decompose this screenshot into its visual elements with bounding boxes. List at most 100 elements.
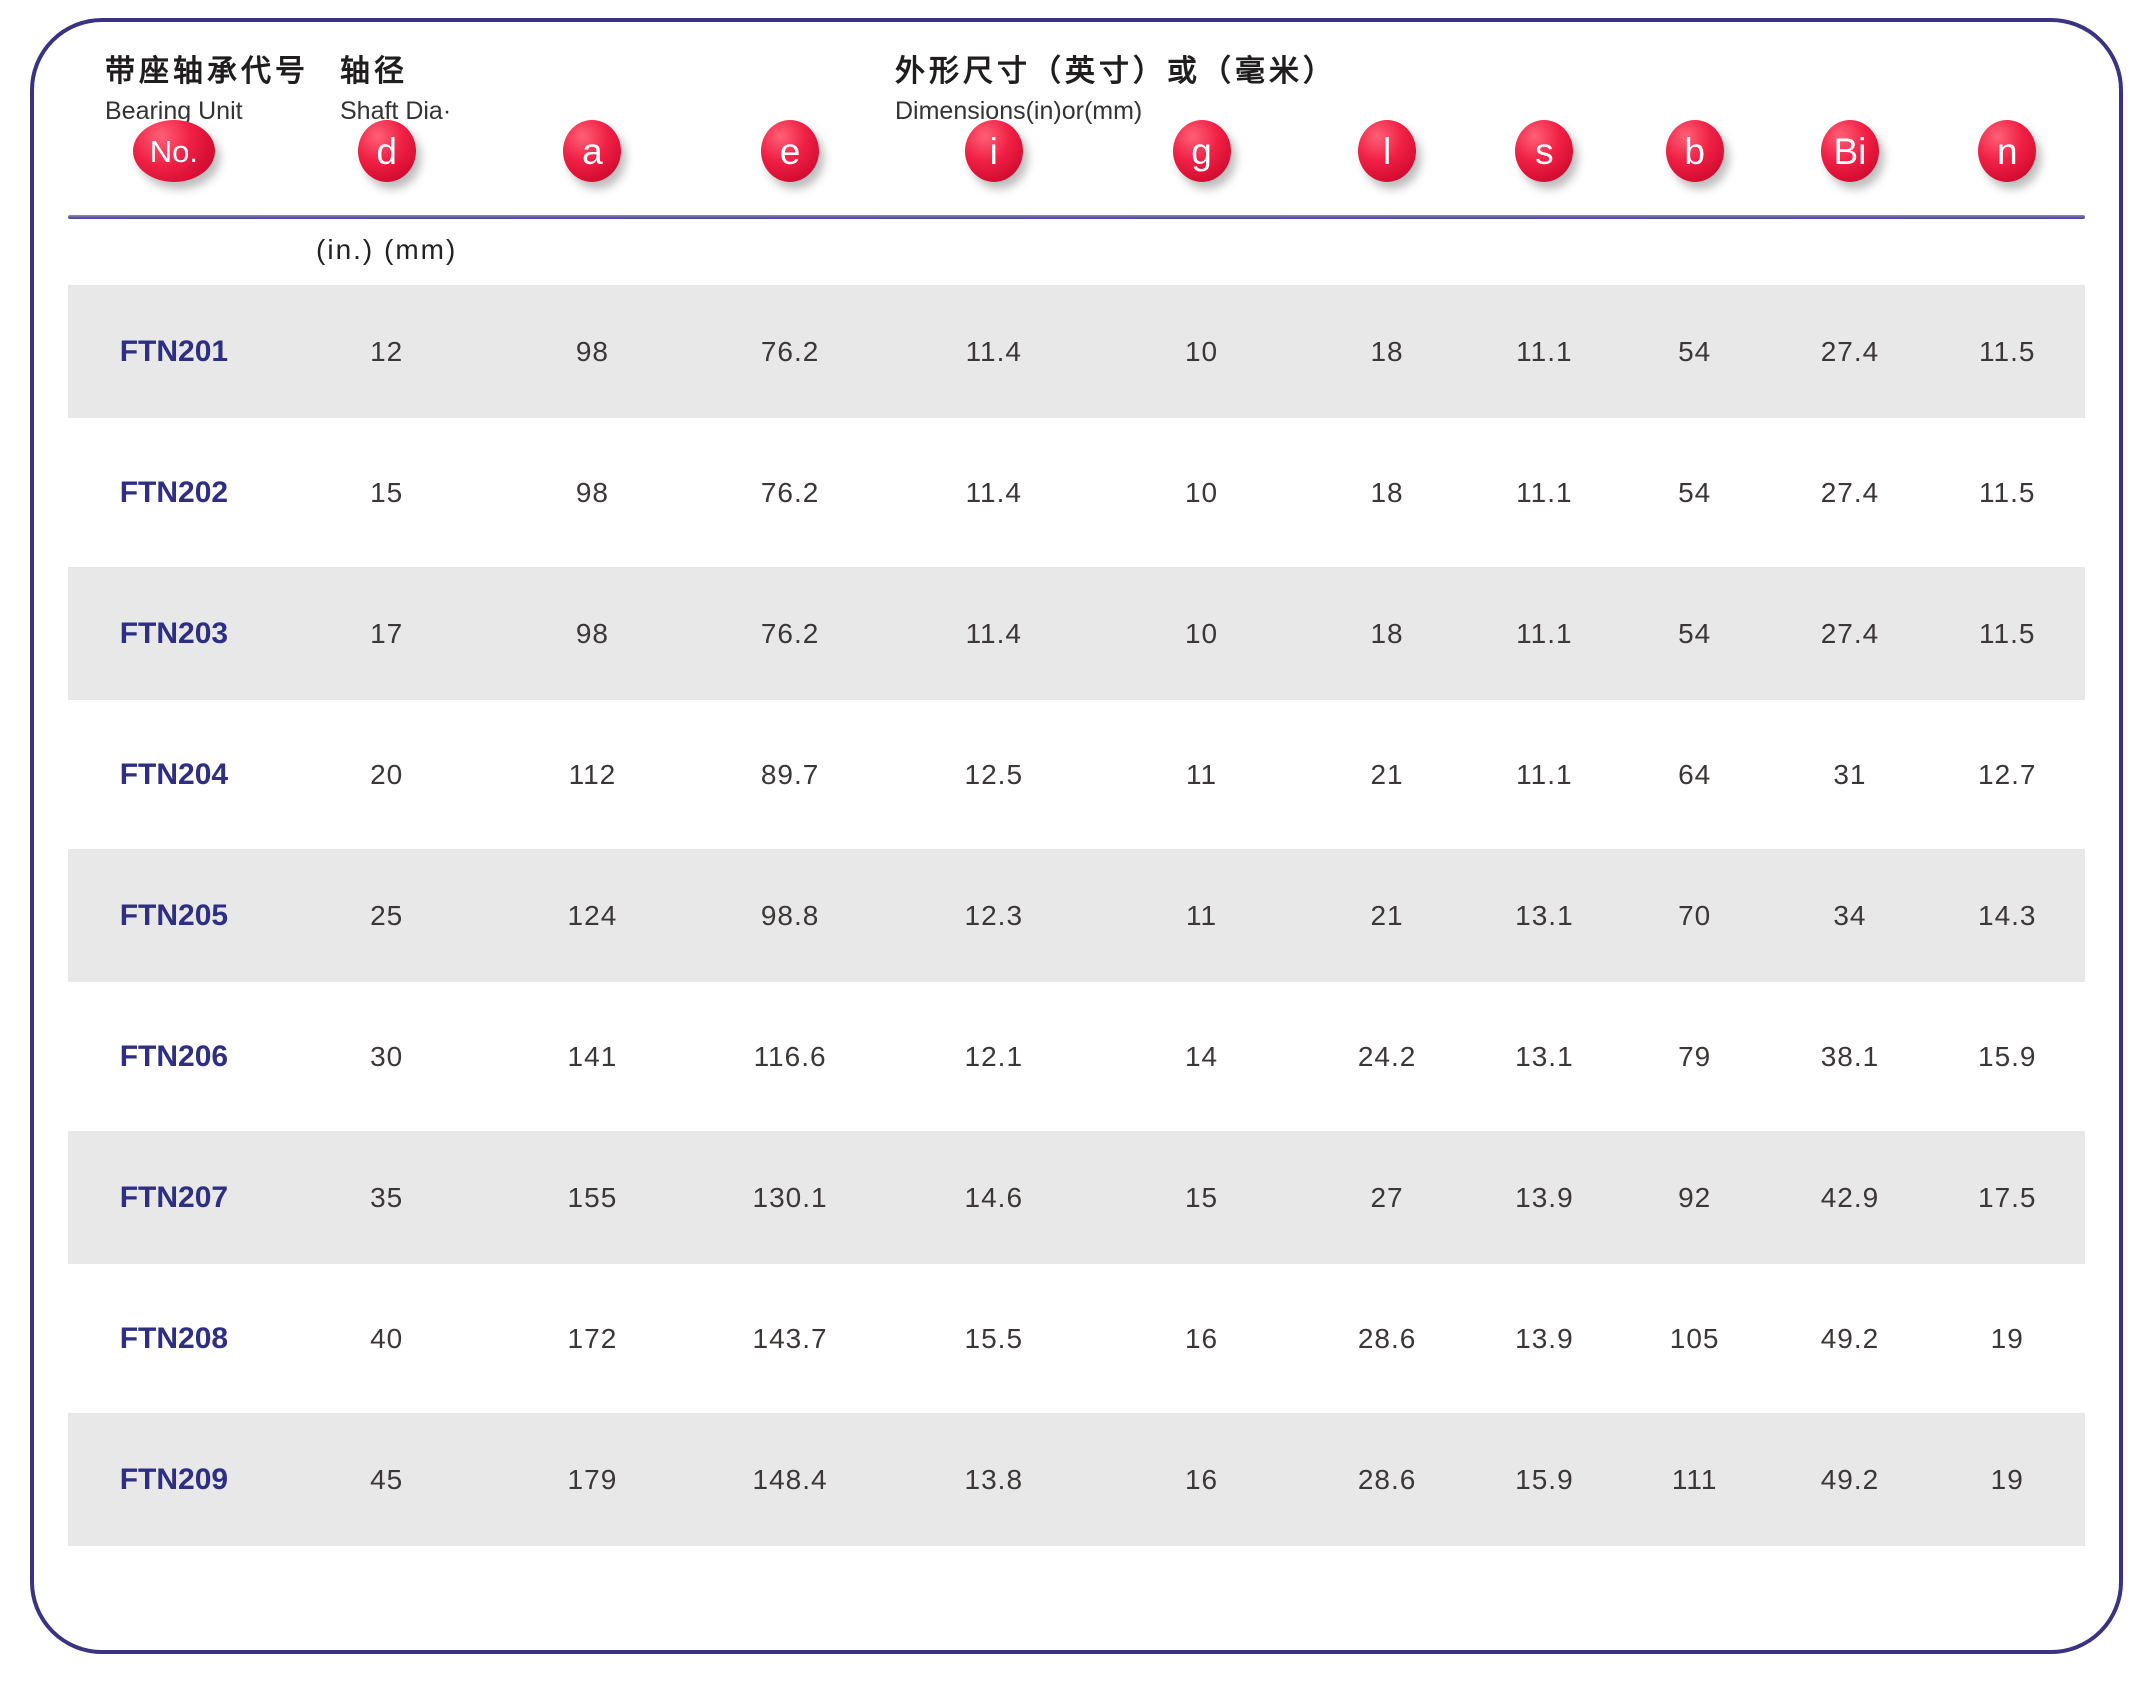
dimension-value: 45: [370, 1463, 404, 1495]
bearing-unit-no: FTN201: [119, 334, 229, 368]
column-badge-a: a: [563, 120, 622, 182]
bearing-unit-header: 带座轴承代号 Bearing Unit: [105, 46, 309, 126]
header-separator-line: [68, 215, 2085, 219]
dimension-value: 92: [1678, 1181, 1712, 1213]
shaft-dia-header: 轴径 Shaft Dia·: [340, 46, 451, 126]
dimension-value: 130.1: [752, 1181, 828, 1213]
column-badge-bi: Bi: [1820, 120, 1879, 182]
dimension-value: 98: [575, 617, 609, 649]
dimension-value: 12.3: [964, 899, 1024, 931]
dimension-value: 12.7: [1978, 758, 2037, 790]
dimension-value: 54: [1678, 335, 1712, 367]
dimension-value: 54: [1678, 617, 1712, 649]
column-badge-no: No.: [132, 120, 215, 182]
dimension-value: 49.2: [1820, 1322, 1880, 1354]
dimension-value: 179: [567, 1463, 618, 1495]
column-badge-e: e: [761, 120, 820, 182]
dimension-value: 98.8: [760, 899, 820, 931]
dimension-value: 15.9: [1515, 1463, 1574, 1495]
dimension-value: 76.2: [760, 617, 820, 649]
table-row: FTN201 12 98 76.2 11.4 10 18 11.1 54 27.4 11.5: [68, 281, 2085, 422]
shaft-dia-header-en: Shaft Dia·: [340, 97, 452, 125]
dimension-value: 14: [1184, 1040, 1219, 1072]
dimension-value: 17.5: [1978, 1181, 2037, 1213]
dimension-value: 13.8: [964, 1463, 1024, 1495]
dimension-value: 79: [1678, 1040, 1712, 1072]
bearing-unit-no: FTN207: [119, 1180, 229, 1214]
dimension-value: 11.4: [965, 335, 1022, 367]
dimension-value: 116.6: [753, 1040, 827, 1072]
dimension-value: 13.9: [1515, 1322, 1574, 1354]
bearing-unit-no: FTN202: [119, 475, 229, 509]
dimension-value: 11.4: [965, 476, 1022, 508]
dimension-value: 13.9: [1515, 1181, 1574, 1213]
dimension-value: 12.1: [964, 1040, 1024, 1072]
table-row: FTN207 35 155 130.1 14.6 15 27 13.9 92 42.9 17.5: [68, 1127, 2085, 1268]
table-body: FTN201 12 98 76.2 11.4 10 18 11.1 54 27.4 11.5 FTN2…: [68, 281, 2085, 1550]
column-badge-i: i: [964, 120, 1023, 182]
dimension-value: 27.4: [1820, 335, 1880, 367]
dimension-value: 24.2: [1357, 1040, 1417, 1072]
dimension-value: 11.5: [1979, 476, 2036, 508]
dimension-value: 112: [568, 758, 617, 790]
dimension-value: 28.6: [1357, 1322, 1417, 1354]
dimension-value: 34: [1833, 899, 1867, 931]
table-row: FTN209 45 179 148.4 13.8 16 28.6 15.9 111 49.2 19: [68, 1409, 2085, 1550]
dimension-value: 105: [1669, 1322, 1720, 1354]
dimension-value: 11: [1185, 899, 1218, 931]
dimension-value: 143.7: [752, 1322, 828, 1354]
dimension-value: 10: [1184, 476, 1219, 508]
dimension-value: 11.1: [1516, 758, 1573, 790]
dimension-value: 27.4: [1820, 617, 1880, 649]
dimension-value: 21: [1370, 758, 1404, 790]
dimension-value: 28.6: [1357, 1463, 1417, 1495]
dimension-value: 12.5: [964, 758, 1024, 790]
dimensions-header-zh: 外形尺寸（英寸）或（毫米）: [895, 55, 1337, 88]
dimension-value: 18: [1370, 335, 1404, 367]
shaft-dia-header-zh: 轴径: [340, 55, 408, 88]
dimension-value: 64: [1678, 758, 1712, 790]
dimension-value: 14.3: [1978, 899, 2037, 931]
dimension-value: 13.1: [1515, 899, 1574, 931]
dimension-value: 49.2: [1820, 1463, 1880, 1495]
dimension-value: 76.2: [760, 335, 820, 367]
dimension-value: 124: [567, 899, 618, 931]
dimension-value: 155: [567, 1181, 618, 1213]
bearing-unit-no: FTN205: [119, 898, 229, 932]
dimension-value: 11.1: [1516, 476, 1573, 508]
dimension-value: 16: [1184, 1463, 1219, 1495]
units-label: (in.) (mm): [316, 234, 458, 265]
dimension-value: 31: [1833, 758, 1867, 790]
dimension-value: 15: [370, 476, 404, 508]
dimension-value: 19: [1990, 1463, 2024, 1495]
dimension-value: 111: [1671, 1463, 1718, 1495]
column-badge-s: s: [1515, 120, 1574, 182]
dimension-value: 20: [370, 758, 404, 790]
bearing-unit-no: FTN209: [119, 1462, 229, 1496]
dimension-value: 11.4: [965, 617, 1022, 649]
dimension-value: 11.5: [1979, 335, 2036, 367]
dimension-value: 18: [1370, 617, 1404, 649]
dimension-value: 141: [567, 1040, 618, 1072]
dimension-value: 10: [1184, 617, 1219, 649]
dimension-value: 98: [575, 335, 609, 367]
dimension-value: 25: [370, 899, 404, 931]
dimension-value: 12: [370, 335, 404, 367]
column-badge-l: l: [1358, 120, 1417, 182]
dimensions-header-en: Dimensions(in)or(mm): [895, 97, 1143, 125]
dimension-value: 89.7: [760, 758, 820, 790]
table-row: FTN206 30 141 116.6 12.1 14 24.2 13.1 79 38.1 15.9: [68, 986, 2085, 1127]
column-badge-g: g: [1172, 120, 1231, 182]
dimension-value: 98: [575, 476, 609, 508]
dimension-value: 14.6: [964, 1181, 1024, 1213]
table-row: FTN208 40 172 143.7 15.5 16 28.6 13.9 105 49.2 19: [68, 1268, 2085, 1409]
column-badge-n: n: [1978, 120, 2037, 182]
bearing-unit-no: FTN204: [119, 757, 229, 791]
table-row: FTN204 20 112 89.7 12.5 11 21 11.1 64 31 12.7: [68, 704, 2085, 845]
dimension-value: 11.1: [1516, 335, 1573, 367]
dimension-value: 35: [370, 1181, 404, 1213]
dimension-value: 27: [1370, 1181, 1404, 1213]
bearing-unit-no: FTN208: [119, 1321, 229, 1355]
dimensions-header: 外形尺寸（英寸）或（毫米） Dimensions(in)or(mm): [895, 46, 1337, 126]
dimension-value: 38.1: [1820, 1040, 1880, 1072]
